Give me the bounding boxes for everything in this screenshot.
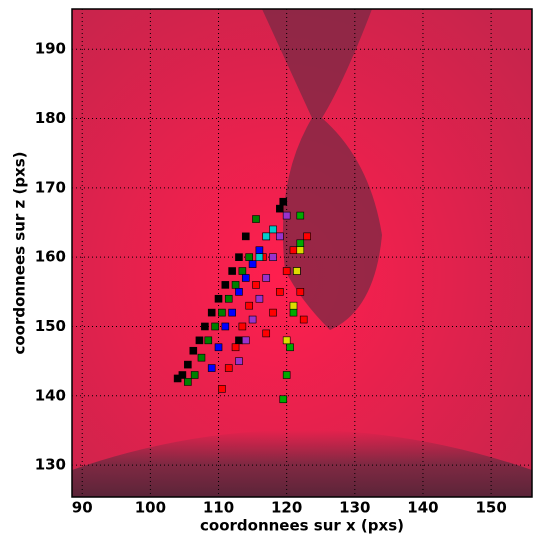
marker bbox=[279, 395, 288, 404]
marker bbox=[224, 294, 233, 303]
markers bbox=[173, 197, 311, 404]
marker bbox=[207, 364, 216, 372]
marker bbox=[207, 308, 216, 317]
marker bbox=[252, 215, 260, 223]
x-tick-label: 140 bbox=[407, 499, 438, 517]
marker bbox=[214, 294, 223, 303]
marker bbox=[248, 260, 257, 268]
marker bbox=[178, 371, 187, 379]
marker bbox=[262, 232, 271, 241]
marker bbox=[184, 378, 192, 386]
marker bbox=[235, 357, 243, 365]
marker bbox=[184, 360, 192, 369]
marker bbox=[231, 343, 240, 352]
x-tick-label: 90 bbox=[72, 499, 93, 517]
marker bbox=[245, 301, 253, 310]
x-axis-label: coordonnees sur x (pxs) bbox=[200, 517, 404, 535]
marker bbox=[211, 322, 219, 331]
marker bbox=[195, 336, 204, 345]
y-tick-label: 130 bbox=[35, 456, 66, 474]
marker bbox=[235, 253, 243, 261]
marker bbox=[276, 232, 284, 241]
marker bbox=[228, 267, 236, 275]
marker bbox=[241, 232, 250, 241]
marker bbox=[255, 246, 264, 255]
y-axis-label: coordonnees sur z (pxs) bbox=[11, 151, 29, 354]
marker bbox=[221, 322, 230, 331]
x-tick-label: 150 bbox=[475, 499, 506, 517]
marker bbox=[218, 385, 226, 393]
plot-frame bbox=[71, 8, 533, 498]
marker bbox=[204, 336, 213, 345]
marker bbox=[282, 211, 291, 220]
marker bbox=[296, 211, 305, 220]
grid bbox=[72, 9, 532, 497]
marker bbox=[276, 288, 284, 296]
background-image bbox=[72, 9, 532, 497]
marker bbox=[255, 294, 264, 303]
marker bbox=[190, 371, 199, 379]
marker bbox=[241, 274, 250, 282]
y-tick-label: 160 bbox=[35, 248, 66, 266]
marker bbox=[303, 232, 311, 241]
marker bbox=[269, 253, 277, 261]
marker bbox=[289, 301, 298, 310]
marker bbox=[269, 225, 277, 234]
marker bbox=[279, 197, 288, 206]
marker bbox=[293, 267, 301, 275]
marker bbox=[224, 364, 233, 372]
marker bbox=[299, 315, 308, 324]
x-tick-label: 120 bbox=[271, 499, 302, 517]
marker bbox=[262, 274, 271, 282]
marker bbox=[262, 329, 271, 338]
marker bbox=[269, 308, 277, 317]
marker bbox=[221, 281, 230, 289]
x-tick-label: 100 bbox=[135, 499, 166, 517]
marker bbox=[255, 253, 264, 261]
marker bbox=[235, 288, 243, 296]
marker bbox=[238, 322, 247, 331]
marker bbox=[235, 336, 243, 345]
x-tick-label: 110 bbox=[203, 499, 234, 517]
marker bbox=[289, 308, 298, 317]
y-tick-label: 150 bbox=[35, 317, 66, 335]
marker bbox=[197, 353, 206, 362]
y-tick-label: 140 bbox=[35, 386, 66, 404]
y-tick-label: 170 bbox=[35, 178, 66, 196]
marker bbox=[276, 204, 284, 213]
marker bbox=[286, 343, 294, 352]
marker bbox=[245, 253, 253, 261]
marker bbox=[218, 308, 226, 317]
marker bbox=[189, 346, 198, 355]
marker bbox=[214, 343, 223, 352]
marker bbox=[201, 322, 209, 331]
y-tick-label: 180 bbox=[35, 109, 66, 127]
marker bbox=[252, 281, 260, 289]
marker bbox=[231, 281, 240, 289]
marker bbox=[289, 246, 298, 255]
x-tick-label: 130 bbox=[339, 499, 370, 517]
marker bbox=[238, 267, 247, 275]
y-tick-label: 190 bbox=[35, 40, 66, 58]
marker bbox=[296, 246, 305, 255]
marker bbox=[241, 336, 250, 345]
marker bbox=[228, 308, 236, 317]
marker bbox=[296, 239, 305, 248]
marker bbox=[282, 267, 291, 275]
marker bbox=[282, 371, 291, 379]
marker bbox=[282, 336, 291, 345]
marker bbox=[296, 288, 305, 296]
marker bbox=[248, 315, 257, 324]
